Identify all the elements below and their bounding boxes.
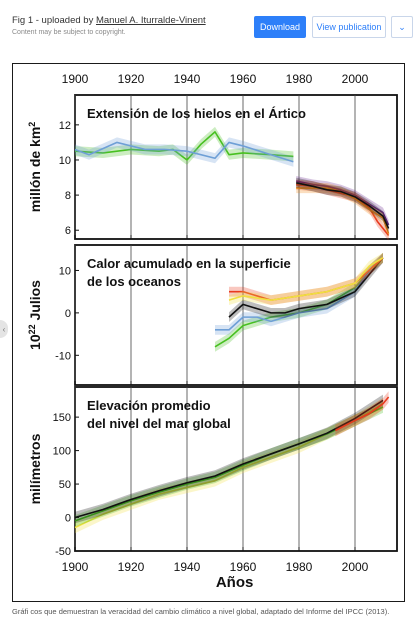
y-tick-label: 0 bbox=[65, 308, 71, 320]
x-tick-label-top: 1980 bbox=[286, 72, 313, 86]
y-axis-label: 1022 Julios bbox=[27, 280, 43, 350]
series-band-green bbox=[75, 401, 383, 527]
series-line-blue bbox=[74, 141, 294, 163]
y-tick-label: 12 bbox=[59, 120, 71, 132]
y-tick-label: 10 bbox=[59, 265, 71, 277]
figure-header: Fig 1 - uploaded by Manuel A. Iturralde-… bbox=[0, 0, 416, 46]
y-tick-label: -10 bbox=[55, 350, 71, 362]
series-line-green bbox=[74, 131, 294, 161]
figure-caption: Gráfi cos que demuestran la veracidad de… bbox=[12, 607, 390, 616]
y-tick-label: -50 bbox=[55, 546, 71, 558]
series-band-black bbox=[75, 394, 383, 524]
chevron-down-icon: ⌄ bbox=[398, 21, 406, 32]
series-band-green bbox=[75, 126, 294, 166]
x-tick-label-top: 2000 bbox=[342, 72, 369, 86]
series-line-purple bbox=[296, 180, 390, 226]
x-axis-label: Años bbox=[216, 574, 254, 591]
panel-title: Calor acumulado en la superficie bbox=[87, 256, 291, 271]
x-tick-label-bottom: 1980 bbox=[286, 560, 313, 574]
series-band-red bbox=[335, 391, 389, 437]
series-band-black bbox=[296, 177, 389, 234]
series-band-purple bbox=[296, 176, 389, 230]
series-band-yellow bbox=[75, 397, 383, 534]
series-line-black bbox=[74, 399, 384, 519]
x-tick-label-bottom: 2000 bbox=[342, 560, 369, 574]
series-line-black bbox=[228, 257, 384, 318]
x-tick-label-bottom: 1920 bbox=[118, 560, 145, 574]
panel-title-line2: del nivel del mar global bbox=[87, 416, 231, 431]
more-options-button[interactable]: ⌄ bbox=[391, 16, 413, 38]
chevron-left-icon: ‹ bbox=[2, 324, 6, 334]
y-tick-label: 6 bbox=[65, 225, 71, 237]
panel-title: Extensión de los hielos en el Ártico bbox=[87, 106, 306, 121]
y-axis-label: milímetros bbox=[27, 433, 43, 504]
figure-title: Fig 1 - uploaded by Manuel A. Iturralde-… bbox=[12, 15, 206, 26]
copyright-note: Content may be subject to copyright. bbox=[12, 29, 126, 36]
y-tick-label: 50 bbox=[59, 479, 71, 491]
climate-chart: 1900 1900 1920 1920 1940 1940 1960 1960 1980 1980… bbox=[27, 72, 398, 591]
series-line-blue bbox=[215, 257, 384, 331]
series-line-black bbox=[296, 182, 390, 229]
y-tick-label: 8 bbox=[65, 190, 71, 202]
y-tick-label: 100 bbox=[53, 446, 71, 458]
view-publication-button[interactable]: View publication bbox=[312, 16, 386, 38]
author-link[interactable]: Manuel A. Iturralde-Vinent bbox=[95, 15, 206, 26]
x-tick-label-top: 1900 bbox=[62, 72, 89, 86]
figure-title-prefix: Fig 1 - uploaded by bbox=[12, 15, 94, 26]
series-line-orange bbox=[296, 187, 390, 234]
x-tick-label-bottom: 1960 bbox=[230, 560, 257, 574]
series-line-green bbox=[214, 257, 384, 348]
previous-figure-arrow[interactable]: ‹ bbox=[0, 320, 8, 338]
series-line-yellow bbox=[228, 257, 384, 301]
panel-title-line2: de los oceanos bbox=[87, 274, 181, 289]
panel-title: Elevación promedio bbox=[87, 398, 211, 413]
series-band-blue bbox=[215, 252, 383, 335]
y-tick-label: 150 bbox=[53, 412, 71, 424]
series-line-red bbox=[335, 396, 390, 432]
x-tick-label-bottom: 1940 bbox=[174, 560, 201, 574]
y-tick-label: 10 bbox=[59, 155, 71, 167]
download-button[interactable]: Download bbox=[254, 16, 306, 38]
x-tick-label-top: 1920 bbox=[118, 72, 145, 86]
y-axis-label: millón de km2 bbox=[27, 122, 43, 213]
y-tick-label: 0 bbox=[65, 513, 71, 525]
x-tick-label-bottom: 1900 bbox=[62, 560, 89, 574]
x-tick-label-top: 1940 bbox=[174, 72, 201, 86]
x-tick-label-top: 1960 bbox=[230, 72, 257, 86]
figure-frame bbox=[12, 63, 405, 602]
